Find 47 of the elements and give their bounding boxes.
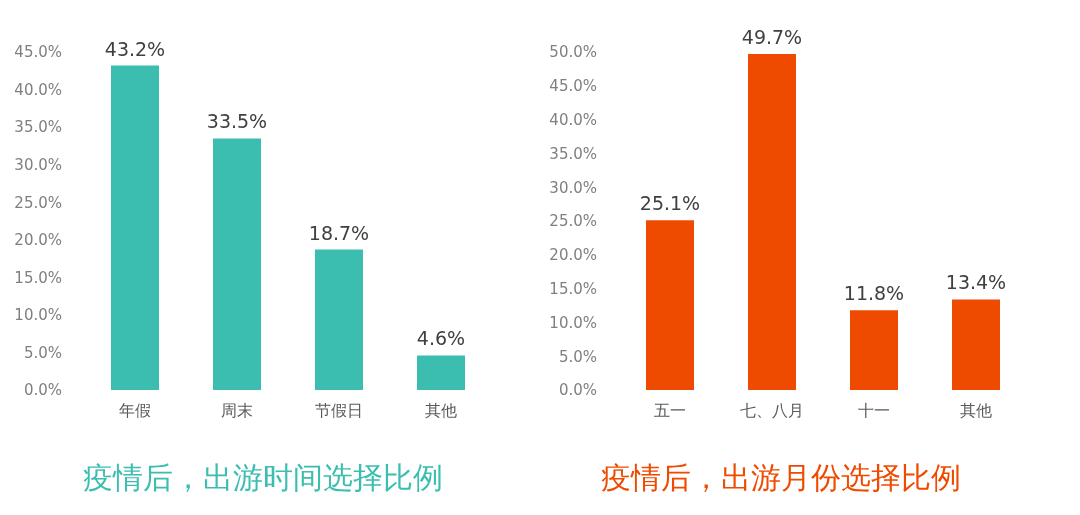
data-label: 33.5%	[206, 110, 268, 133]
y-tick-label: 10.0%	[549, 313, 597, 332]
x-tick-label: 节假日	[315, 401, 363, 421]
y-tick-label: 0.0%	[558, 381, 597, 400]
y-tick-label: 20.0%	[14, 231, 62, 250]
y-tick-label: 45.0%	[549, 77, 597, 96]
bar	[111, 65, 159, 390]
text: 疫情后，出游月份选择比例	[600, 459, 962, 497]
data-label: 11.8%	[843, 282, 905, 305]
x-tick-label: 年假	[119, 401, 151, 421]
bar	[417, 355, 465, 390]
data-label: 49.7%	[741, 26, 803, 49]
text: 疫情后，出游时间选择比例	[82, 459, 444, 497]
y-tick-label: 40.0%	[549, 110, 597, 129]
bar	[213, 138, 261, 390]
bar	[748, 54, 796, 390]
data-label: 4.6%	[416, 327, 466, 350]
bar	[850, 310, 898, 390]
x-tick-label: 其他	[425, 401, 457, 421]
y-tick-label: 45.0%	[14, 43, 62, 62]
y-tick-label: 15.0%	[14, 268, 62, 287]
bar	[646, 220, 694, 390]
x-tick-label: 其他	[960, 401, 992, 421]
y-tick-label: 30.0%	[549, 178, 597, 197]
x-tick-label: 周末	[221, 401, 253, 421]
data-label: 18.7%	[308, 221, 370, 244]
y-tick-label: 25.0%	[549, 212, 597, 231]
y-tick-label: 15.0%	[549, 279, 597, 298]
bar	[952, 299, 1000, 390]
data-label: 13.4%	[945, 271, 1007, 294]
data-label: 25.1%	[639, 192, 701, 215]
x-tick-label: 七、八月	[740, 401, 804, 421]
y-tick-label: 25.0%	[14, 193, 62, 212]
x-tick-label: 五一	[654, 401, 686, 421]
y-tick-label: 30.0%	[14, 155, 62, 174]
y-tick-label: 0.0%	[23, 381, 62, 400]
y-tick-label: 5.0%	[23, 343, 62, 362]
bar	[315, 249, 363, 390]
y-tick-label: 10.0%	[14, 306, 62, 325]
y-tick-label: 50.0%	[549, 43, 597, 62]
y-tick-label: 35.0%	[549, 144, 597, 163]
y-tick-label: 5.0%	[558, 347, 597, 366]
data-label: 43.2%	[104, 37, 166, 60]
y-tick-label: 35.0%	[14, 118, 62, 137]
y-tick-label: 20.0%	[549, 246, 597, 265]
x-tick-label: 十一	[858, 401, 890, 421]
y-tick-label: 40.0%	[14, 80, 62, 99]
